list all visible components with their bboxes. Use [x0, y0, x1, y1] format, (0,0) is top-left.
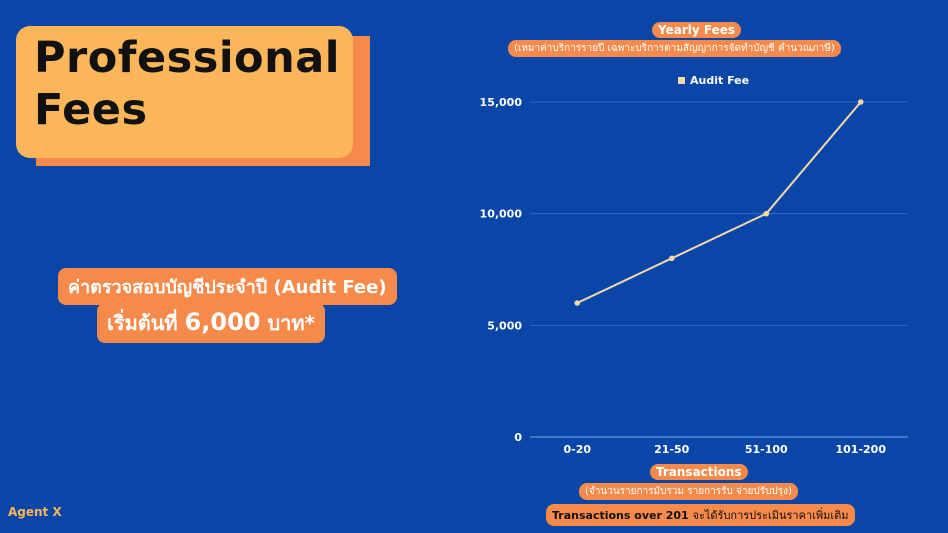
start-price-suffix: บาท*: [267, 311, 316, 335]
legend-label: Audit Fee: [690, 74, 749, 87]
title-box: [16, 26, 353, 158]
y-tick-label: 0: [514, 431, 522, 444]
data-point: [574, 300, 581, 306]
grid-layer: [530, 101, 908, 438]
title-line-1: Professional: [34, 33, 340, 83]
chart-subtitle: (เหมาค่าบริการรายปี เฉพาะบริการตามสัญญาก…: [508, 40, 841, 57]
x-tick-label: 0-20: [563, 443, 591, 456]
x-axis-title: Transactions: [650, 464, 748, 480]
x-axis-subtitle: (จำนวนรายการมับรวม รายการรับ จ่ายปรับปรุ…: [579, 483, 798, 500]
page-title: Professional Fees: [34, 32, 354, 136]
series-layer: [574, 99, 864, 306]
title-line-2: Fees: [34, 85, 148, 135]
start-price-amount: 6,000: [184, 308, 261, 336]
x-tick-labels: 0-20 21-50 51-100 101-200: [563, 443, 886, 456]
footnote: Transactions over 201 จะได้รับการประเมิน…: [546, 504, 855, 526]
data-point: [668, 255, 675, 262]
start-price-prefix: เริ่มต้นที่: [107, 311, 178, 335]
data-point: [763, 210, 770, 217]
series-line-audit-fee: [576, 101, 862, 304]
audit-fee-start-price: เริ่มต้นที่ 6,000 บาท*: [97, 303, 326, 343]
y-tick-label: 10,000: [480, 208, 523, 221]
x-tick-label: 101-200: [836, 443, 887, 456]
data-point: [857, 99, 864, 105]
x-tick-label: 51-100: [745, 443, 788, 456]
x-tick-label: 21-50: [654, 443, 690, 456]
y-tick-label: 5,000: [487, 319, 522, 332]
chart-title: Yearly Fees: [652, 22, 741, 38]
legend: Audit Fee: [678, 74, 749, 87]
y-tick-label: 15,000: [480, 96, 523, 109]
brand-logo-text: Agent X: [8, 505, 62, 519]
y-tick-labels: 0 5,000 10,000 15,000: [480, 96, 523, 444]
audit-fee-label: ค่าตรวจสอบบัญชีประจำปี (Audit Fee): [58, 268, 397, 305]
footnote-bold: Transactions over 201: [552, 509, 689, 522]
footnote-rest: จะได้รับการประเมินราคาเพิ่มเติม: [692, 509, 849, 522]
legend-swatch: [678, 77, 685, 84]
